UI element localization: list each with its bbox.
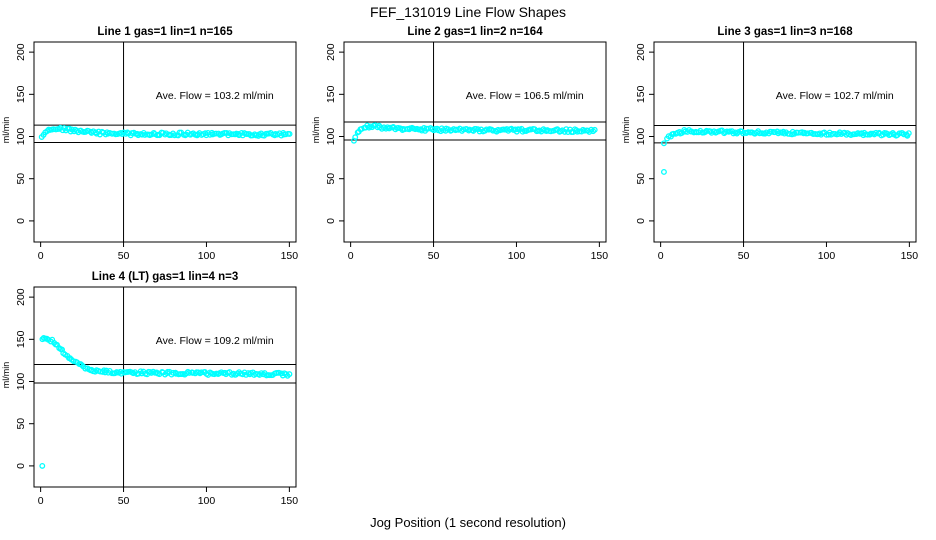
y-tick-label: 100	[325, 128, 337, 146]
y-tick-label: 100	[15, 373, 27, 391]
ave-flow-annotation: Ave. Flow = 106.5 ml/min	[466, 90, 584, 102]
y-tick-label: 50	[325, 173, 337, 185]
y-tick-label: 150	[15, 330, 27, 348]
y-tick-label: 150	[325, 85, 337, 103]
panel-title: Line 4 (LT) gas=1 lin=4 n=3	[92, 271, 238, 283]
x-tick-label: 150	[901, 250, 919, 262]
data-points	[38, 124, 293, 140]
ave-flow-annotation: Ave. Flow = 102.7 ml/min	[776, 90, 894, 102]
data-points	[39, 335, 293, 469]
x-tick-label: 150	[281, 250, 299, 262]
x-tick-label: 50	[118, 250, 130, 262]
y-tick-label: 0	[15, 463, 27, 469]
y-tick-label: 50	[15, 418, 27, 430]
panel-title: Line 2 gas=1 lin=2 n=164	[407, 26, 543, 38]
x-tick-label: 0	[38, 495, 44, 507]
x-tick-label: 150	[591, 250, 609, 262]
y-tick-label: 0	[325, 218, 337, 224]
x-axis-label: Jog Position (1 second resolution)	[370, 515, 566, 530]
figure-title: FEF_131019 Line Flow Shapes	[369, 4, 567, 20]
x-tick-label: 50	[738, 250, 750, 262]
y-tick-label: 50	[15, 173, 27, 185]
flow-panel-3: Line 3 gas=1 lin=3 n=168 0 50 100 150 0 50 100 1…	[621, 26, 919, 262]
x-tick-label: 150	[281, 495, 299, 507]
y-axis-unit-label: ml/min	[1, 117, 11, 144]
x-tick-label: 50	[428, 250, 440, 262]
x-tick-label: 100	[818, 250, 836, 262]
y-tick-label: 200	[635, 43, 647, 61]
y-tick-label: 200	[15, 43, 27, 61]
data-points	[350, 122, 598, 144]
ave-flow-annotation: Ave. Flow = 109.2 ml/min	[156, 335, 274, 347]
y-tick-label: 200	[325, 43, 337, 61]
y-axis-unit-label: ml/min	[621, 117, 631, 144]
y-tick-label: 100	[15, 128, 27, 146]
y-tick-label: 150	[635, 85, 647, 103]
y-tick-label: 200	[15, 288, 27, 306]
x-tick-label: 50	[118, 495, 130, 507]
y-tick-label: 100	[635, 128, 647, 146]
chart-area-frame	[33, 286, 297, 488]
x-tick-label: 0	[658, 250, 664, 262]
y-tick-label: 0	[635, 218, 647, 224]
flow-panel-1: Line 1 gas=1 lin=1 n=165 0 50 100 150 0 50 100 1…	[1, 26, 299, 262]
panel-title: Line 3 gas=1 lin=3 n=168	[717, 26, 853, 38]
x-tick-label: 0	[348, 250, 354, 262]
y-axis-unit-label: ml/min	[311, 117, 321, 144]
x-tick-label: 0	[38, 250, 44, 262]
chart-area-frame	[33, 41, 297, 243]
y-axis-unit-label: ml/min	[1, 362, 11, 389]
ave-flow-annotation: Ave. Flow = 103.2 ml/min	[156, 90, 274, 102]
y-tick-label: 50	[635, 173, 647, 185]
chart-area-frame	[653, 41, 917, 243]
flow-panel-4: Line 4 (LT) gas=1 lin=4 n=3 0 50 100 150 0 50 1…	[1, 271, 299, 507]
flow-panel-2: Line 2 gas=1 lin=2 n=164 0 50 100 150 0 50 100 1…	[311, 26, 609, 262]
y-tick-label: 0	[15, 218, 27, 224]
x-tick-label: 100	[198, 495, 216, 507]
chart-area-frame	[343, 41, 607, 243]
panel-title: Line 1 gas=1 lin=1 n=165	[97, 26, 233, 38]
y-tick-label: 150	[15, 85, 27, 103]
data-points	[660, 127, 912, 175]
x-tick-label: 100	[198, 250, 216, 262]
x-tick-label: 100	[508, 250, 526, 262]
